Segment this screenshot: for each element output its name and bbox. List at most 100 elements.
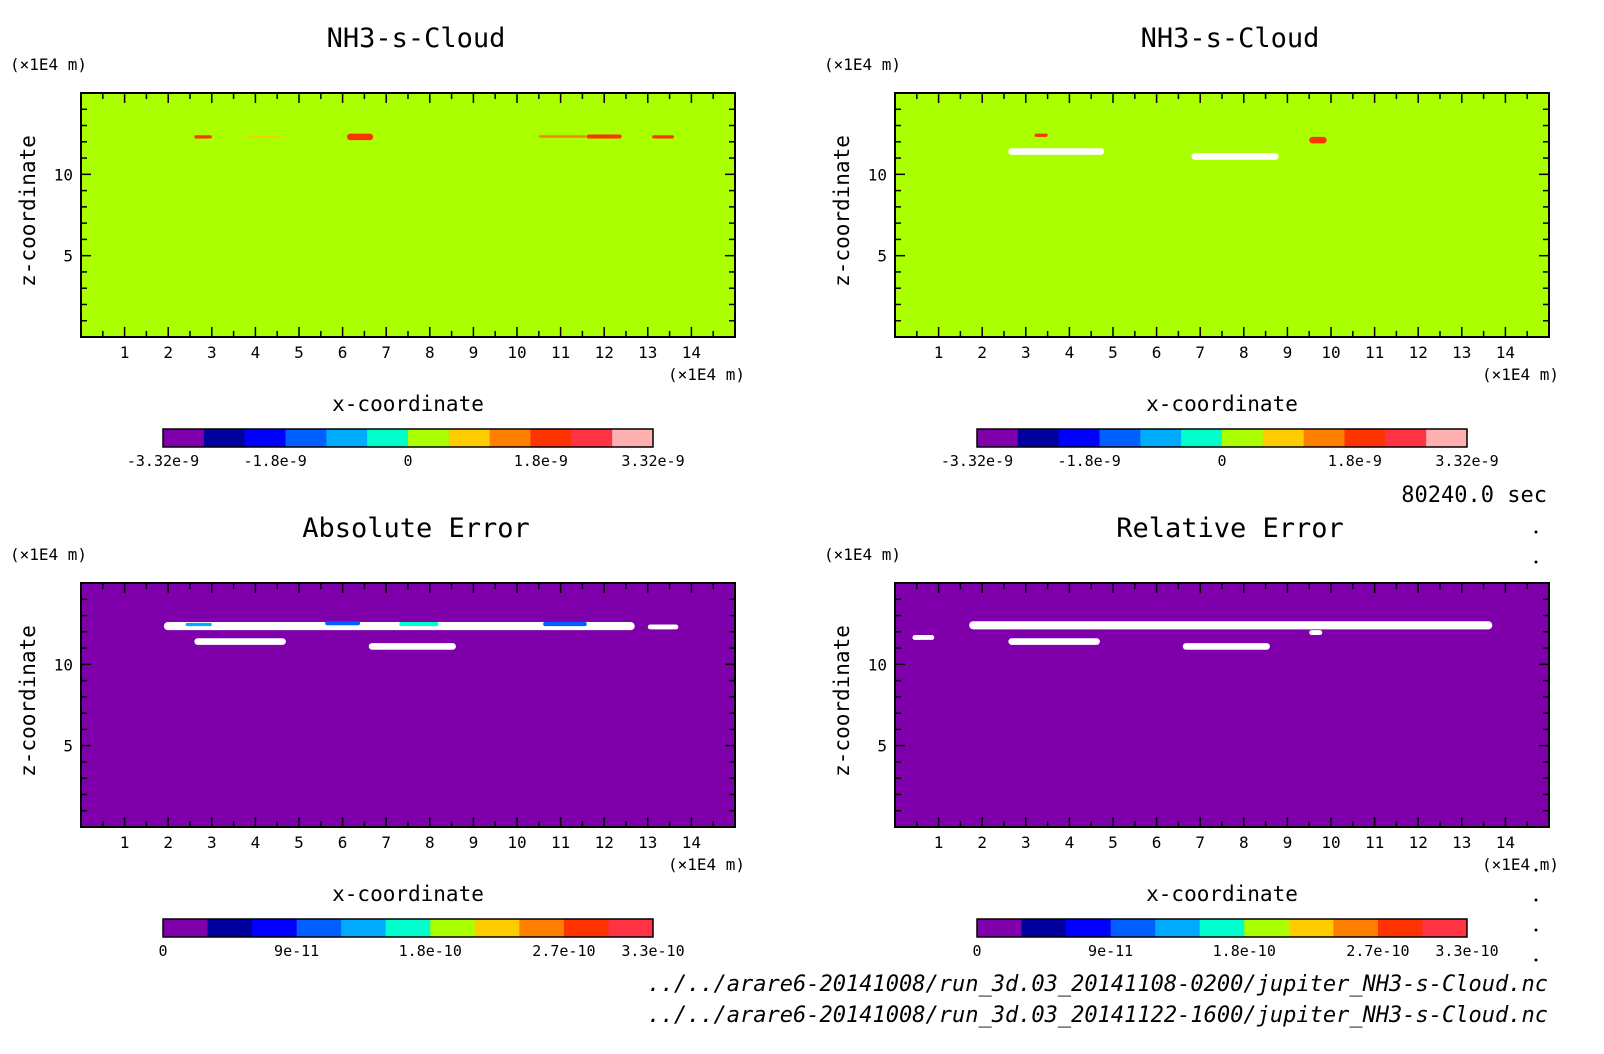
colorbar-tick-label: -3.32e-9 bbox=[941, 452, 1013, 470]
colorbar-segment bbox=[563, 919, 609, 937]
x-tick-label: 8 bbox=[1239, 833, 1249, 852]
x-tick-label: 2 bbox=[163, 833, 173, 852]
x-tick-label: 13 bbox=[1452, 343, 1471, 362]
colorbar-frame bbox=[162, 918, 654, 938]
colorbar-segment bbox=[612, 429, 654, 447]
colorbar-segment bbox=[1288, 919, 1334, 937]
colorbar-tick-label: 3.3e-10 bbox=[621, 942, 684, 960]
field-region bbox=[1309, 136, 1327, 144]
time-label: 80240.0 sec bbox=[1401, 483, 1547, 508]
y-tick-label: 5 bbox=[63, 737, 73, 756]
y-tick-label: 5 bbox=[877, 247, 887, 266]
colorbar-segment bbox=[163, 919, 209, 937]
colorbar-segment bbox=[1303, 429, 1345, 447]
colorbar-segment bbox=[252, 919, 298, 937]
colorbar-segment bbox=[1377, 919, 1423, 937]
field-region bbox=[1182, 643, 1270, 650]
colorbar-segment bbox=[1110, 919, 1156, 937]
colorbar-tick-label: -1.8e-9 bbox=[1058, 452, 1121, 470]
x-tick-label: 10 bbox=[507, 343, 526, 362]
x-tick-label: 11 bbox=[1365, 833, 1384, 852]
panel-3: Absolute Error(×1E4 m)1 2 3 4 5 6 7 8 9 10 11 12 13 1… bbox=[10, 513, 745, 960]
x-tick-label: 7 bbox=[381, 343, 391, 362]
colorbar-segment bbox=[1333, 919, 1379, 937]
field-region bbox=[1309, 630, 1323, 636]
x-tick-label: 14 bbox=[1496, 343, 1515, 362]
x-tick-label: 5 bbox=[1108, 343, 1118, 362]
colorbar-tick-label: -3.32e-9 bbox=[127, 452, 199, 470]
panel-title: Relative Error bbox=[1116, 513, 1344, 544]
y-tick-label: 5 bbox=[63, 247, 73, 266]
colorbar-segment bbox=[448, 429, 491, 447]
field-region bbox=[246, 136, 282, 138]
field-region bbox=[1191, 153, 1279, 160]
colorbar-segment bbox=[1385, 429, 1427, 447]
x-tick-label: 6 bbox=[1152, 833, 1162, 852]
colorbar-tick-label: 2.7e-10 bbox=[1346, 942, 1409, 960]
x-tick-label: 3 bbox=[207, 833, 217, 852]
plot-background bbox=[895, 583, 1549, 827]
colorbar-segment bbox=[1222, 429, 1264, 447]
colorbar-tick-label: 1.8e-9 bbox=[514, 452, 568, 470]
field-region bbox=[1008, 148, 1105, 155]
x-axis-label: x-coordinate bbox=[332, 882, 484, 906]
x-tick-label: 7 bbox=[381, 833, 391, 852]
x-tick-label: 4 bbox=[1065, 343, 1075, 362]
x-tick-label: 8 bbox=[425, 833, 435, 852]
y-tick-label: 10 bbox=[868, 165, 887, 184]
x-tick-label: 10 bbox=[1321, 343, 1340, 362]
x-unit-label: (×1E4 m) bbox=[668, 365, 745, 384]
field-region bbox=[346, 133, 374, 141]
colorbar-segment bbox=[385, 919, 431, 937]
x-tick-label: 9 bbox=[469, 343, 479, 362]
field-region bbox=[325, 621, 361, 626]
field-region bbox=[163, 622, 635, 631]
colorbar: 0 9e-11 1.8e-10 2.7e-10 3.3e-10 bbox=[158, 918, 685, 960]
x-tick-label: 4 bbox=[1065, 833, 1075, 852]
x-tick-label: 2 bbox=[163, 343, 173, 362]
y-unit-label: (×1E4 m) bbox=[10, 545, 87, 564]
x-tick-label: 6 bbox=[1152, 343, 1162, 362]
x-unit-label: (×1E4 m) bbox=[1482, 855, 1559, 874]
x-tick-label: 13 bbox=[1452, 833, 1471, 852]
colorbar-tick-label: 0 bbox=[403, 452, 412, 470]
x-tick-label: 9 bbox=[1283, 343, 1293, 362]
field-region bbox=[538, 135, 587, 138]
y-axis-label: z-coordinate bbox=[16, 625, 40, 777]
x-tick-label: 12 bbox=[595, 343, 614, 362]
x-tick-label: 4 bbox=[251, 833, 261, 852]
x-axis-label: x-coordinate bbox=[1146, 882, 1298, 906]
x-axis-label: x-coordinate bbox=[1146, 392, 1298, 416]
margin-dot bbox=[1534, 530, 1538, 534]
x-tick-label: 12 bbox=[1409, 833, 1428, 852]
colorbar-tick-label: 0 bbox=[972, 942, 981, 960]
y-tick-label: 5 bbox=[877, 737, 887, 756]
plot-background bbox=[895, 93, 1549, 337]
x-tick-label: 8 bbox=[1239, 343, 1249, 362]
x-tick-label: 12 bbox=[595, 833, 614, 852]
colorbar-tick-label: 3.32e-9 bbox=[621, 452, 684, 470]
x-tick-label: 5 bbox=[294, 833, 304, 852]
colorbar-segment bbox=[326, 429, 368, 447]
colorbar-tick-label: 1.8e-10 bbox=[399, 942, 462, 960]
colorbar-segment bbox=[430, 919, 476, 937]
x-tick-label: 10 bbox=[507, 833, 526, 852]
margin-dot bbox=[1534, 928, 1538, 932]
colorbar-segment bbox=[1426, 429, 1468, 447]
y-unit-label: (×1E4 m) bbox=[10, 55, 87, 74]
colorbar-segment bbox=[408, 429, 450, 447]
field-region bbox=[912, 635, 935, 640]
y-tick-label: 10 bbox=[54, 165, 73, 184]
colorbar-tick-label: 0 bbox=[158, 942, 167, 960]
colorbar-segment bbox=[1181, 429, 1223, 447]
colorbar-segment bbox=[1244, 919, 1290, 937]
x-tick-label: 9 bbox=[1283, 833, 1293, 852]
y-unit-label: (×1E4 m) bbox=[824, 545, 901, 564]
colorbar-segment bbox=[207, 919, 253, 937]
colorbar-tick-label: 0 bbox=[1217, 452, 1226, 470]
x-tick-label: 3 bbox=[207, 343, 217, 362]
colorbar-segment bbox=[474, 919, 520, 937]
colorbar-tick-label: 9e-11 bbox=[1088, 942, 1133, 960]
field-region bbox=[368, 643, 456, 650]
colorbar-segment bbox=[341, 919, 387, 937]
